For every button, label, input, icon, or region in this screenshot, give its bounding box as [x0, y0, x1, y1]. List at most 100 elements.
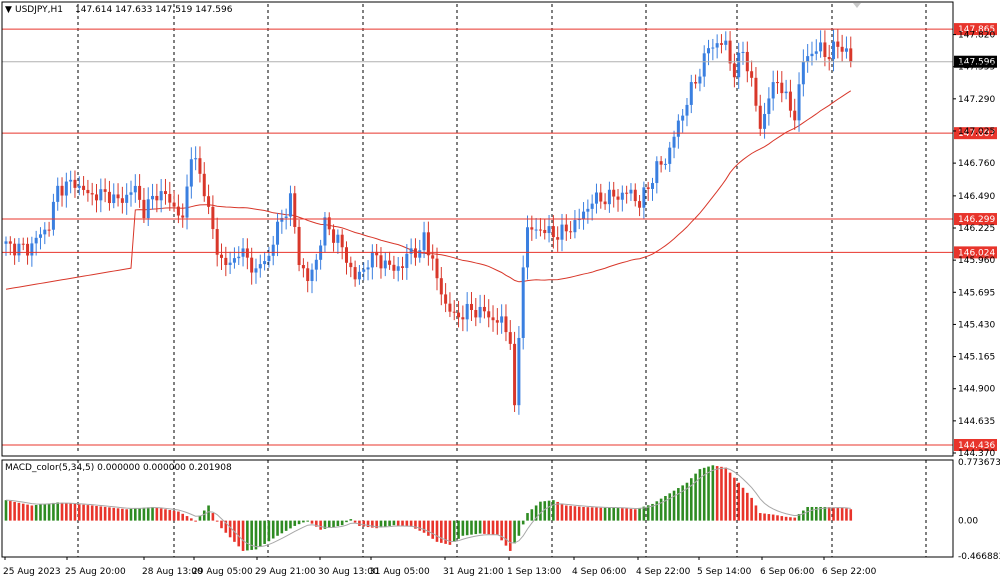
candlestick[interactable] — [594, 183, 598, 214]
candlestick[interactable] — [513, 331, 517, 412]
candlestick[interactable] — [125, 183, 129, 215]
candlestick[interactable] — [521, 255, 525, 350]
candlestick[interactable] — [280, 209, 284, 234]
candlestick[interactable] — [560, 213, 564, 252]
candlestick[interactable] — [642, 181, 646, 219]
candlestick[interactable] — [685, 97, 689, 127]
candlestick[interactable] — [349, 256, 353, 278]
candlestick[interactable] — [758, 94, 762, 136]
candlestick[interactable] — [754, 67, 758, 112]
candlestick[interactable] — [719, 34, 723, 54]
candlestick[interactable] — [142, 187, 146, 223]
candlestick[interactable] — [224, 246, 228, 277]
candlestick[interactable] — [185, 174, 189, 230]
candlestick[interactable] — [276, 213, 280, 257]
candlestick[interactable] — [26, 237, 30, 265]
candlestick[interactable] — [327, 212, 331, 236]
candlestick[interactable] — [138, 174, 142, 208]
candlestick[interactable] — [159, 178, 163, 213]
candlestick[interactable] — [814, 39, 818, 61]
candlestick[interactable] — [448, 292, 452, 318]
candlestick[interactable] — [250, 247, 254, 285]
candlestick[interactable] — [314, 253, 318, 282]
candlestick[interactable] — [694, 74, 698, 89]
candlestick[interactable] — [711, 38, 715, 61]
candlestick[interactable] — [293, 185, 297, 234]
candlestick[interactable] — [163, 178, 167, 205]
candlestick[interactable] — [702, 45, 706, 87]
candlestick[interactable] — [13, 238, 17, 265]
candlestick[interactable] — [401, 256, 405, 280]
candlestick[interactable] — [797, 72, 801, 132]
candlestick[interactable] — [357, 265, 361, 285]
candlestick[interactable] — [784, 79, 788, 100]
candlestick[interactable] — [728, 31, 732, 71]
candlestick[interactable] — [370, 244, 374, 280]
candlestick[interactable] — [646, 181, 650, 201]
candlestick[interactable] — [500, 304, 504, 334]
candlestick[interactable] — [465, 292, 469, 332]
candlestick[interactable] — [474, 297, 478, 327]
candlestick[interactable] — [504, 304, 508, 342]
candlestick[interactable] — [211, 195, 215, 239]
candlestick[interactable] — [245, 238, 249, 270]
candlestick[interactable] — [202, 162, 206, 202]
candlestick[interactable] — [340, 229, 344, 260]
candlestick[interactable] — [95, 183, 99, 213]
candlestick[interactable] — [526, 215, 530, 280]
candlestick[interactable] — [181, 203, 185, 228]
candlestick[interactable] — [297, 219, 301, 272]
candlestick[interactable] — [487, 299, 491, 328]
candlestick[interactable] — [469, 292, 473, 321]
candlestick[interactable] — [457, 300, 461, 328]
candlestick[interactable] — [388, 251, 392, 270]
chart-collapse-icon[interactable]: ▼ — [5, 5, 12, 15]
candlestick[interactable] — [439, 266, 443, 306]
candlestick[interactable] — [362, 262, 366, 281]
candlestick[interactable] — [767, 87, 771, 126]
candlestick[interactable] — [495, 308, 499, 335]
candlestick[interactable] — [629, 183, 633, 201]
candlestick[interactable] — [21, 237, 25, 251]
candlestick[interactable] — [254, 258, 258, 284]
candlestick[interactable] — [133, 174, 137, 203]
candlestick[interactable] — [801, 49, 805, 97]
candlestick[interactable] — [431, 244, 435, 271]
candlestick[interactable] — [625, 185, 629, 204]
candlestick[interactable] — [86, 179, 90, 202]
candlestick[interactable] — [780, 71, 784, 103]
candlestick[interactable] — [508, 320, 512, 350]
candlestick[interactable] — [603, 193, 607, 210]
candlestick[interactable] — [392, 255, 396, 279]
candlestick[interactable] — [263, 251, 267, 271]
candlestick[interactable] — [271, 235, 275, 266]
candlestick[interactable] — [64, 172, 68, 208]
candlestick[interactable] — [582, 202, 586, 230]
candlestick[interactable] — [659, 156, 663, 173]
candlestick[interactable] — [788, 79, 792, 118]
candlestick[interactable] — [698, 68, 702, 92]
candlestick[interactable] — [452, 300, 456, 321]
candlestick[interactable] — [771, 70, 775, 111]
candlestick[interactable] — [444, 283, 448, 313]
candlestick[interactable] — [543, 218, 547, 240]
candlestick[interactable] — [573, 210, 577, 239]
candlestick[interactable] — [120, 186, 124, 214]
candlestick[interactable] — [220, 243, 223, 270]
candlestick[interactable] — [112, 183, 116, 209]
candlestick[interactable] — [668, 141, 672, 172]
candlestick[interactable] — [332, 224, 336, 252]
candlestick[interactable] — [69, 170, 73, 194]
candlestick[interactable] — [176, 194, 180, 224]
candlestick[interactable] — [616, 189, 620, 212]
chart-shift-icon[interactable] — [853, 3, 861, 8]
candlestick[interactable] — [198, 146, 202, 183]
candlestick[interactable] — [806, 44, 810, 73]
candlestick[interactable] — [534, 217, 538, 239]
candlestick[interactable] — [836, 29, 840, 59]
candlestick[interactable] — [73, 170, 77, 198]
candlestick[interactable] — [844, 36, 848, 59]
candlestick[interactable] — [651, 177, 654, 201]
candlestick[interactable] — [366, 260, 370, 281]
candlestick[interactable] — [103, 178, 107, 203]
